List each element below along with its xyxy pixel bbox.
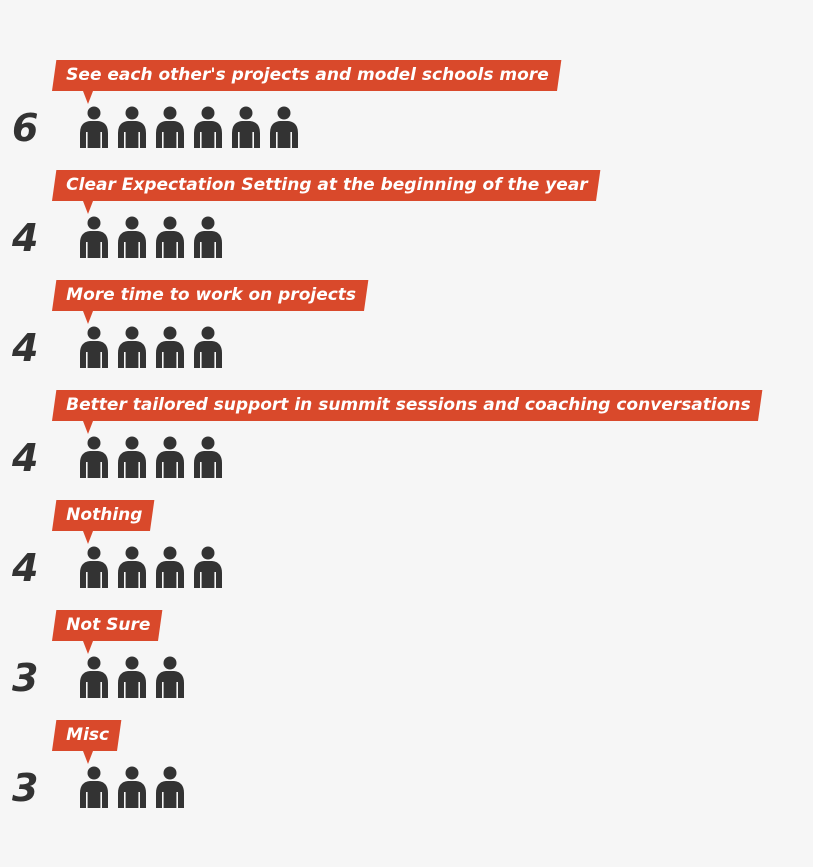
label-pointer	[83, 421, 93, 434]
person-icon	[194, 546, 222, 588]
pictograph-chart: See each other's projects and model scho…	[0, 60, 813, 830]
count-label: 4	[12, 546, 39, 590]
chart-row: Clear Expectation Setting at the beginni…	[0, 170, 813, 280]
chart-row: Misc 3	[0, 720, 813, 830]
person-icon	[118, 326, 146, 368]
count-label: 4	[12, 216, 39, 260]
person-icon	[194, 216, 222, 258]
person-icon	[118, 106, 146, 148]
count-label: 4	[12, 326, 39, 370]
person-icon	[80, 546, 108, 588]
category-label: Clear Expectation Setting at the beginni…	[66, 175, 588, 195]
person-icon-group	[75, 436, 227, 478]
person-icon	[80, 436, 108, 478]
person-icon	[156, 766, 184, 808]
person-icon	[118, 546, 146, 588]
person-icon	[80, 656, 108, 698]
category-label: More time to work on projects	[66, 285, 357, 305]
label-pointer	[83, 641, 93, 654]
person-icon	[118, 656, 146, 698]
category-label: Misc	[66, 725, 110, 745]
person-icon	[80, 326, 108, 368]
person-icon	[156, 436, 184, 478]
label-pointer	[83, 91, 93, 104]
person-icon	[194, 326, 222, 368]
label-pointer	[83, 311, 93, 324]
count-label: 3	[12, 766, 39, 810]
person-icon	[118, 766, 146, 808]
person-icon	[156, 216, 184, 258]
chart-row: More time to work on projects 4	[0, 280, 813, 390]
person-icon	[156, 326, 184, 368]
category-label: See each other's projects and model scho…	[66, 65, 549, 85]
person-icon	[156, 656, 184, 698]
person-icon-group	[75, 766, 189, 808]
count-label: 3	[12, 656, 39, 700]
person-icon-group	[75, 326, 227, 368]
person-icon-group	[75, 216, 227, 258]
person-icon	[194, 436, 222, 478]
category-label: Better tailored support in summit sessio…	[66, 395, 751, 415]
person-icon-group	[75, 546, 227, 588]
category-label-tag: Not Sure	[52, 610, 163, 641]
category-label-tag: Clear Expectation Setting at the beginni…	[52, 170, 600, 201]
person-icon	[80, 106, 108, 148]
chart-row: See each other's projects and model scho…	[0, 60, 813, 170]
person-icon	[156, 546, 184, 588]
person-icon-group	[75, 106, 303, 148]
label-pointer	[83, 531, 93, 544]
person-icon	[80, 766, 108, 808]
chart-row: Not Sure 3	[0, 610, 813, 720]
category-label-tag: Better tailored support in summit sessio…	[52, 390, 763, 421]
chart-row: Nothing 4	[0, 500, 813, 610]
category-label-tag: More time to work on projects	[52, 280, 369, 311]
category-label-tag: Nothing	[52, 500, 155, 531]
person-icon-group	[75, 656, 189, 698]
category-label: Nothing	[66, 505, 143, 525]
person-icon	[118, 436, 146, 478]
person-icon	[270, 106, 298, 148]
category-label-tag: Misc	[52, 720, 122, 751]
person-icon	[156, 106, 184, 148]
person-icon	[232, 106, 260, 148]
count-label: 4	[12, 436, 39, 480]
count-label: 6	[12, 106, 39, 150]
person-icon	[194, 106, 222, 148]
category-label: Not Sure	[66, 615, 151, 635]
category-label-tag: See each other's projects and model scho…	[52, 60, 561, 91]
label-pointer	[83, 201, 93, 214]
label-pointer	[83, 751, 93, 764]
person-icon	[80, 216, 108, 258]
person-icon	[118, 216, 146, 258]
chart-row: Better tailored support in summit sessio…	[0, 390, 813, 500]
